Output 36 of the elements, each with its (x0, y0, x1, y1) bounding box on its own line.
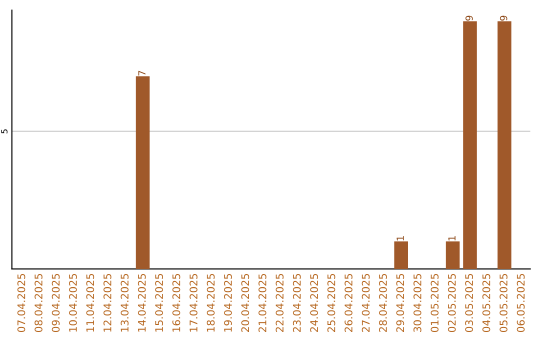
data-label: 9 (500, 16, 508, 21)
x-tick-label: 04.05.2025 (482, 274, 490, 332)
y-tick-label: 5 (1, 129, 8, 134)
x-tick-label: 27.04.2025 (362, 274, 370, 332)
x-tick-label: 02.05.2025 (448, 274, 456, 332)
data-label: 1 (448, 236, 456, 240)
x-tick-label: 13.04.2025 (120, 274, 129, 332)
x-tick-label: 26.04.2025 (344, 274, 352, 332)
x-tick-label: 11.04.2025 (86, 274, 94, 332)
x-tick-label: 24.04.2025 (310, 274, 318, 332)
x-tick-label: 21.04.2025 (258, 274, 266, 332)
x-tick-label: 25.04.2025 (327, 274, 336, 332)
x-tick-label: 03.05.2025 (465, 274, 474, 332)
x-tick-label: 29.04.2025 (396, 274, 404, 332)
x-tick-label: 23.04.2025 (292, 274, 301, 332)
x-tick-label: 06.05.2025 (516, 274, 525, 332)
x-tick-label: 15.04.2025 (155, 274, 164, 332)
x-tick-label: 09.04.2025 (52, 274, 60, 332)
x-tick-label: 08.04.2025 (34, 274, 42, 332)
x-tick-label: 30.04.2025 (413, 274, 422, 332)
x-tick-label: 17.04.2025 (190, 274, 198, 332)
x-tick-label: 05.05.2025 (500, 274, 508, 332)
x-tick-label: 22.04.2025 (276, 274, 284, 332)
x-tick-label: 12.04.2025 (103, 274, 112, 332)
x-tick-label: 19.04.2025 (224, 274, 232, 332)
x-tick-label: 28.04.2025 (379, 274, 387, 332)
x-tick-label: 20.04.2025 (241, 274, 250, 332)
x-tick-label: 07.04.2025 (17, 274, 26, 332)
x-tick-label: 01.05.2025 (430, 274, 439, 332)
data-label: 9 (465, 16, 473, 21)
data-label: 7 (138, 70, 146, 76)
x-tick-label: 10.04.2025 (69, 274, 77, 332)
x-tick-label: 18.04.2025 (206, 274, 215, 332)
x-tick-label: 14.04.2025 (138, 274, 146, 332)
data-label: 1 (396, 236, 404, 240)
x-tick-label: 16.04.2025 (172, 274, 180, 332)
